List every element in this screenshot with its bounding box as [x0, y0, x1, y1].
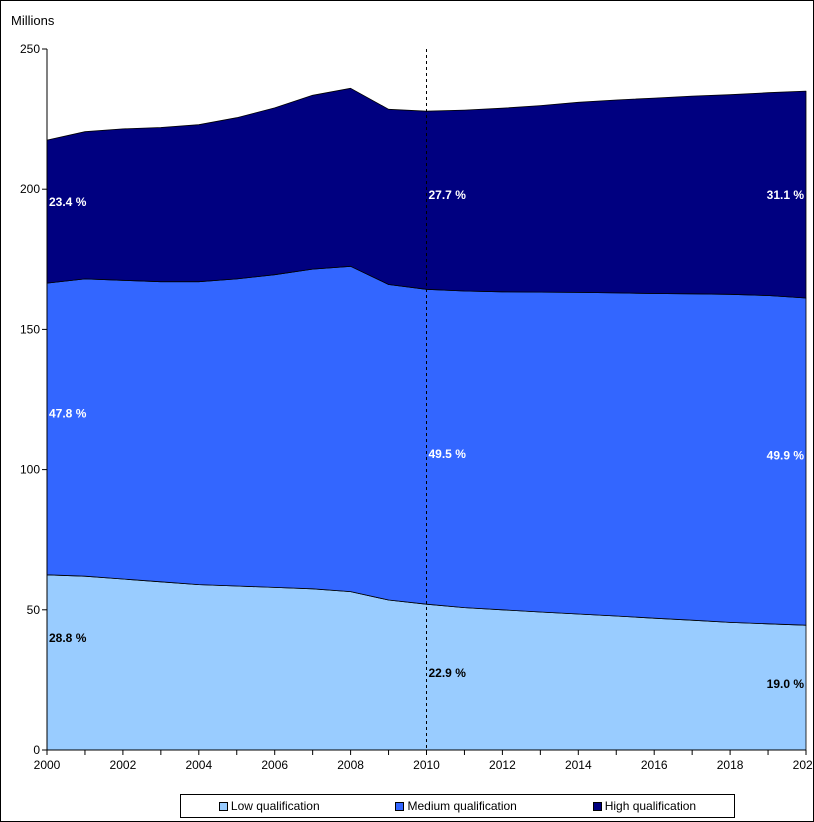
legend: Low qualification Medium qualification H… [180, 794, 735, 818]
share-label: 47.8 % [49, 407, 87, 421]
share-label: 22.9 % [429, 666, 467, 680]
x-tick-label: 2018 [717, 758, 744, 772]
share-label: 19.0 % [767, 677, 805, 691]
y-tick-label: 100 [20, 463, 40, 477]
share-label: 28.8 % [49, 631, 87, 645]
x-tick-label: 2008 [337, 758, 364, 772]
share-label: 23.4 % [49, 195, 87, 209]
legend-label-high: High qualification [604, 799, 697, 813]
y-tick-label: 50 [27, 603, 41, 617]
x-tick-label: 2000 [34, 758, 61, 772]
x-tick-label: 2016 [641, 758, 668, 772]
x-tick-label: 2012 [489, 758, 516, 772]
x-tick-label: 2020 [793, 758, 813, 772]
x-tick-label: 2004 [185, 758, 212, 772]
share-label: 31.1 % [767, 188, 805, 202]
share-label: 27.7 % [429, 188, 467, 202]
share-label: 49.5 % [429, 447, 467, 461]
legend-label-medium: Medium qualification [407, 799, 517, 813]
y-axis-unit-label: Millions [11, 13, 55, 28]
legend-swatch-high [592, 801, 602, 811]
y-tick-label: 200 [20, 182, 40, 196]
legend-swatch-medium [395, 801, 405, 811]
x-tick-label: 2002 [110, 758, 137, 772]
y-tick-label: 250 [20, 42, 40, 56]
x-tick-label: 2014 [565, 758, 592, 772]
x-tick-label: 2006 [261, 758, 288, 772]
legend-item-low: Low qualification [218, 799, 320, 813]
legend-label-low: Low qualification [230, 799, 320, 813]
x-tick-label: 2010 [413, 758, 440, 772]
share-label: 49.9 % [767, 449, 805, 463]
legend-swatch-low [218, 801, 228, 811]
y-tick-label: 0 [33, 743, 40, 757]
legend-item-high: High qualification [592, 799, 697, 813]
legend-item-medium: Medium qualification [395, 799, 517, 813]
y-tick-label: 150 [20, 322, 40, 336]
